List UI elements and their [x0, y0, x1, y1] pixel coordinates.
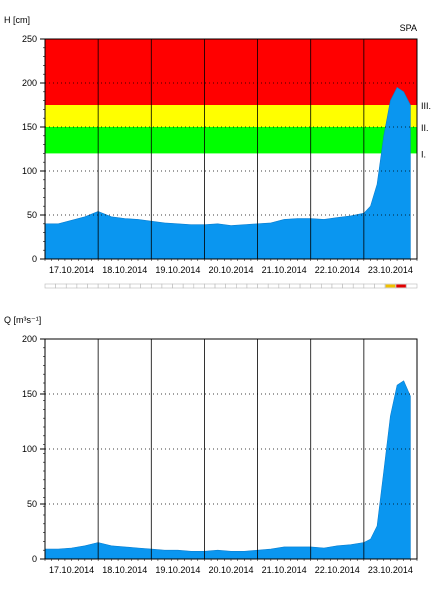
status-cell — [342, 283, 354, 289]
status-cell — [257, 283, 269, 289]
y-tick-label-2: 50 — [27, 210, 37, 220]
x-tick-label-7: 23.10.2014 — [368, 565, 413, 575]
status-cell — [161, 283, 173, 289]
y-tick-label-3: 100 — [22, 444, 37, 454]
band-label-3: III. — [421, 101, 431, 111]
threshold-band-3 — [45, 39, 417, 105]
status-cell — [129, 283, 141, 289]
series-area-1 — [44, 380, 411, 560]
x-tick-label-1: 17.10.2014 — [49, 565, 94, 575]
status-cell — [310, 283, 322, 289]
status-cell — [182, 283, 195, 289]
discharge-panel: 0 50 100 150 200 17.10.2014 18.10.2014 19.10.20… — [4, 315, 418, 575]
status-cell — [352, 283, 365, 289]
y-tick-label-3: 100 — [22, 166, 37, 176]
status-cell — [65, 283, 78, 289]
x-tick-label-5: 21.10.2014 — [262, 265, 307, 275]
status-cell — [214, 283, 226, 289]
band-label-2: II. — [421, 123, 429, 133]
status-cell — [87, 283, 99, 289]
status-cell — [172, 283, 184, 289]
x-tick-label-3: 19.10.2014 — [155, 265, 200, 275]
status-cell — [55, 283, 67, 289]
y-tick-label-5: 200 — [22, 78, 37, 88]
status-cell — [246, 283, 258, 289]
band-label-1: I. — [421, 149, 426, 159]
status-cell — [108, 283, 120, 289]
threshold-band-1 — [45, 127, 417, 154]
status-cell — [119, 283, 131, 289]
y-tick-label-4: 150 — [22, 122, 37, 132]
status-cell — [97, 283, 110, 289]
y-tick-label-5: 200 — [22, 334, 37, 344]
y-axis-label: H [cm] — [4, 15, 30, 25]
x-tick-label-5: 21.10.2014 — [262, 565, 307, 575]
status-cell — [299, 283, 312, 289]
status-cell — [374, 283, 386, 289]
station-code: SPA — [400, 23, 417, 33]
y-tick-label-1: 0 — [32, 554, 37, 564]
status-cell — [267, 283, 280, 289]
status-cell — [278, 283, 290, 289]
x-tick-label-7: 23.10.2014 — [368, 265, 413, 275]
status-cell — [140, 283, 152, 289]
y-tick-label-6: 250 — [22, 34, 37, 44]
x-tick-label-4: 20.10.2014 — [208, 265, 253, 275]
y-tick-label-1: 0 — [32, 254, 37, 264]
x-tick-label-4: 20.10.2014 — [208, 565, 253, 575]
status-marker-1 — [385, 284, 396, 288]
status-marker-2 — [396, 284, 406, 288]
status-cell — [331, 283, 343, 289]
status-cell — [76, 283, 88, 289]
x-tick-label-3: 19.10.2014 — [155, 565, 200, 575]
x-tick-label-2: 18.10.2014 — [102, 565, 147, 575]
status-cell — [150, 283, 163, 289]
status-cell — [225, 283, 237, 289]
status-cell — [321, 283, 333, 289]
status-cell — [363, 283, 375, 289]
status-cell — [204, 283, 216, 289]
y-tick-label-2: 50 — [27, 499, 37, 509]
status-cell — [44, 283, 56, 289]
x-tick-label-6: 22.10.2014 — [315, 265, 360, 275]
y-tick-label-4: 150 — [22, 389, 37, 399]
status-cell — [193, 283, 205, 289]
x-tick-label-2: 18.10.2014 — [102, 265, 147, 275]
water-level-panel: 0 50 100 150 200 250 17.10.2014 18.10.2014 19.10… — [4, 15, 431, 289]
status-strip — [44, 283, 418, 289]
x-tick-label-1: 17.10.2014 — [49, 265, 94, 275]
threshold-band-2 — [45, 105, 417, 127]
status-cell — [236, 283, 248, 289]
status-cell — [289, 283, 301, 289]
x-tick-label-6: 22.10.2014 — [315, 565, 360, 575]
status-cell — [406, 283, 418, 289]
y-axis-label: Q [m³s⁻¹] — [4, 315, 41, 325]
